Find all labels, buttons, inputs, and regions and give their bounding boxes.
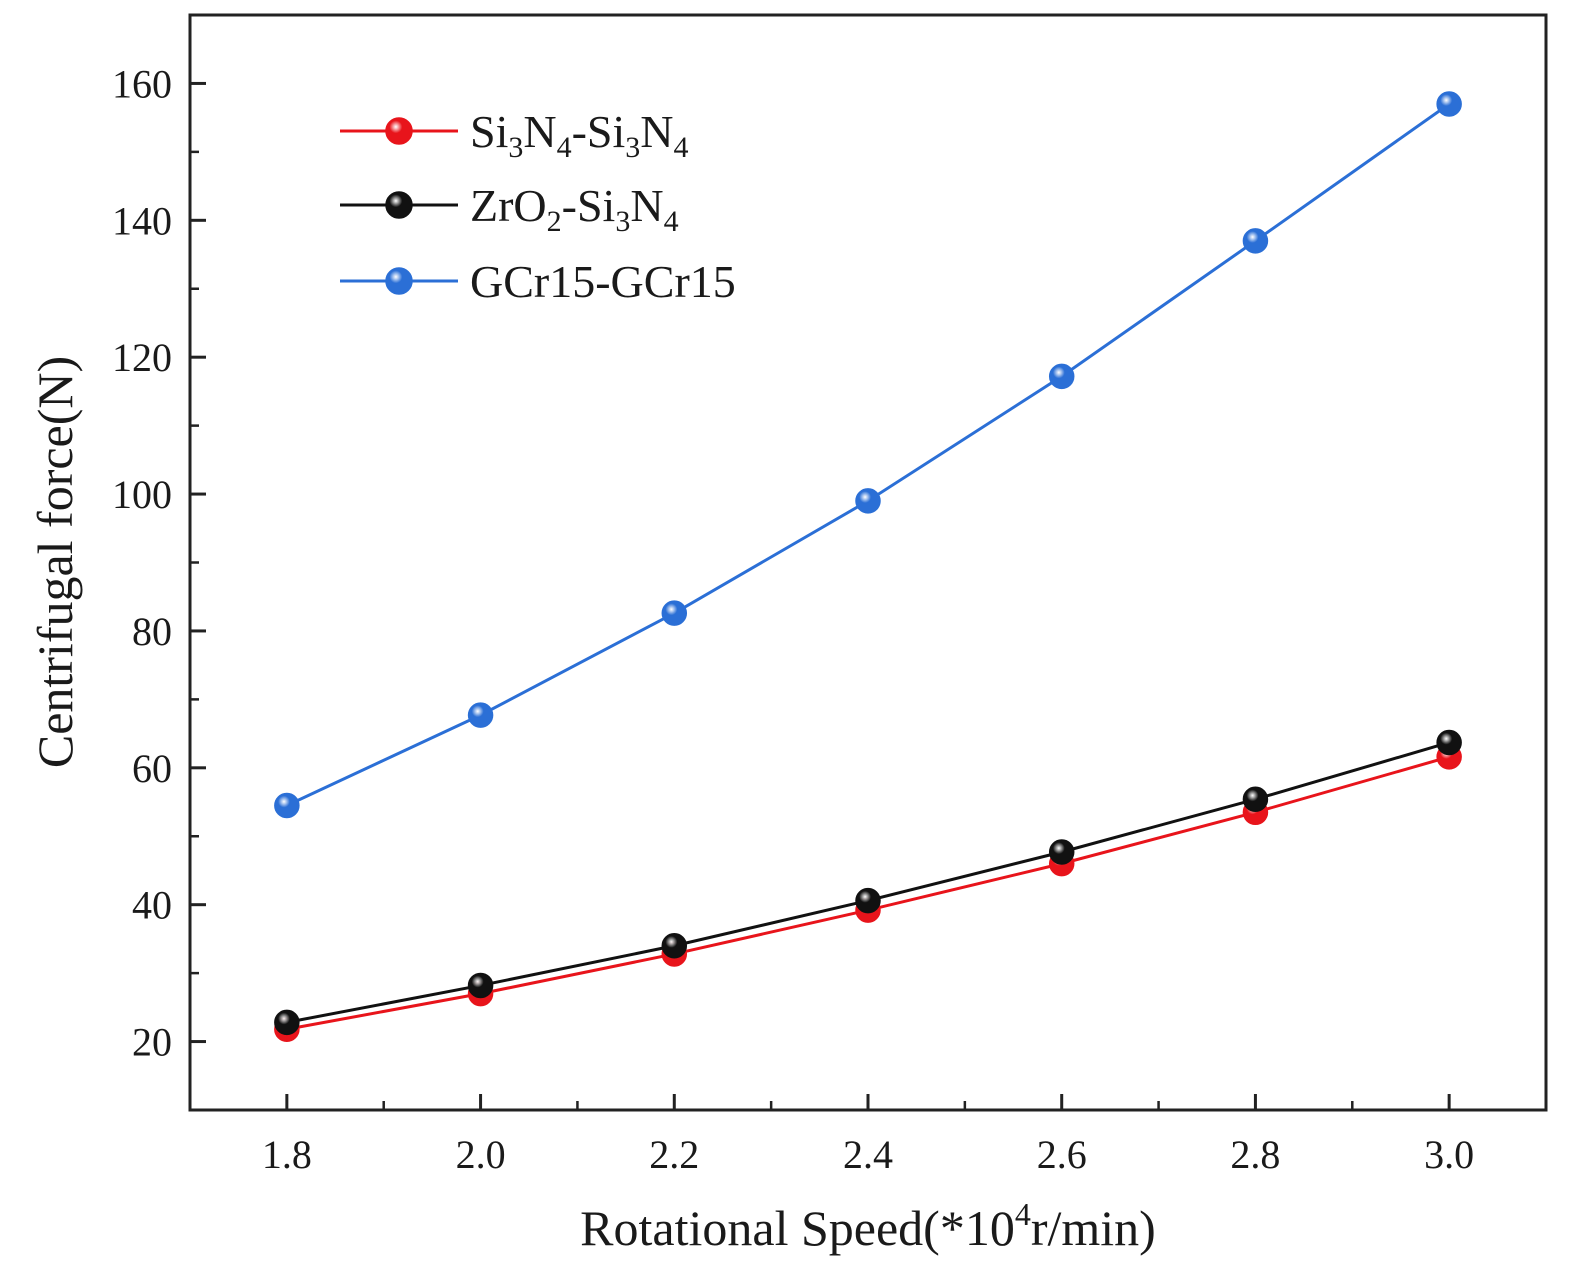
data-point bbox=[855, 488, 881, 514]
legend-label: GCr15-GCr15 bbox=[470, 256, 736, 307]
y-tick-label: 80 bbox=[132, 609, 172, 654]
series-layer bbox=[274, 91, 1462, 1042]
data-point bbox=[1242, 786, 1269, 813]
x-axis-label: Rotational Speed(*104r/min) bbox=[580, 1196, 1156, 1256]
legend-entry: GCr15-GCr15 bbox=[340, 256, 736, 307]
y-tick-label: 140 bbox=[112, 198, 172, 243]
y-tick-label: 60 bbox=[132, 746, 172, 791]
legend-label: ZrO2-Si3N4 bbox=[470, 180, 679, 238]
data-point bbox=[274, 1009, 300, 1036]
data-point bbox=[1048, 839, 1075, 865]
data-point bbox=[661, 933, 688, 959]
data-point bbox=[467, 702, 494, 728]
x-tick-label: 2.0 bbox=[456, 1132, 506, 1177]
data-point bbox=[1436, 729, 1462, 756]
data-point bbox=[1048, 363, 1075, 390]
legend-marker bbox=[385, 267, 413, 295]
x-tick-label: 2.4 bbox=[843, 1132, 893, 1177]
series-2 bbox=[274, 729, 1462, 1036]
axis-ticks: 1.8 2.0 2.2 2.4 2.6 2.8 3.0 20 40 60 80 100 120 140 16… bbox=[112, 61, 1474, 1177]
data-point bbox=[467, 972, 494, 999]
y-tick-label: 40 bbox=[132, 883, 172, 928]
y-tick-label: 160 bbox=[112, 61, 172, 106]
series-line bbox=[286, 741, 1450, 1024]
y-tick-label: 100 bbox=[112, 472, 172, 517]
legend-label: Si3N4-Si3N4 bbox=[470, 106, 689, 164]
x-tick-label: 3.0 bbox=[1424, 1132, 1474, 1177]
data-point bbox=[1242, 228, 1269, 254]
series-line bbox=[286, 102, 1451, 807]
y-tick-label: 20 bbox=[132, 1020, 172, 1065]
data-point bbox=[661, 600, 688, 626]
x-tick-label: 2.8 bbox=[1230, 1132, 1280, 1177]
y-axis-label: Centrifugal force(N) bbox=[27, 356, 83, 768]
legend-entry: ZrO2-Si3N4 bbox=[340, 180, 679, 238]
data-point bbox=[274, 792, 300, 819]
legend-marker bbox=[385, 191, 413, 219]
y-tick-label: 120 bbox=[112, 335, 172, 380]
data-point bbox=[1436, 91, 1462, 117]
series-3 bbox=[274, 91, 1462, 819]
x-tick-label: 1.8 bbox=[262, 1132, 312, 1177]
legend-entry: Si3N4-Si3N4 bbox=[340, 106, 689, 164]
data-point bbox=[855, 887, 881, 914]
legend-marker bbox=[385, 117, 413, 145]
x-tick-label: 2.2 bbox=[649, 1132, 699, 1177]
legend: Si3N4-Si3N4 ZrO2-Si3N4 GCr15-GCr15 bbox=[340, 106, 736, 307]
x-tick-label: 2.6 bbox=[1037, 1132, 1087, 1177]
